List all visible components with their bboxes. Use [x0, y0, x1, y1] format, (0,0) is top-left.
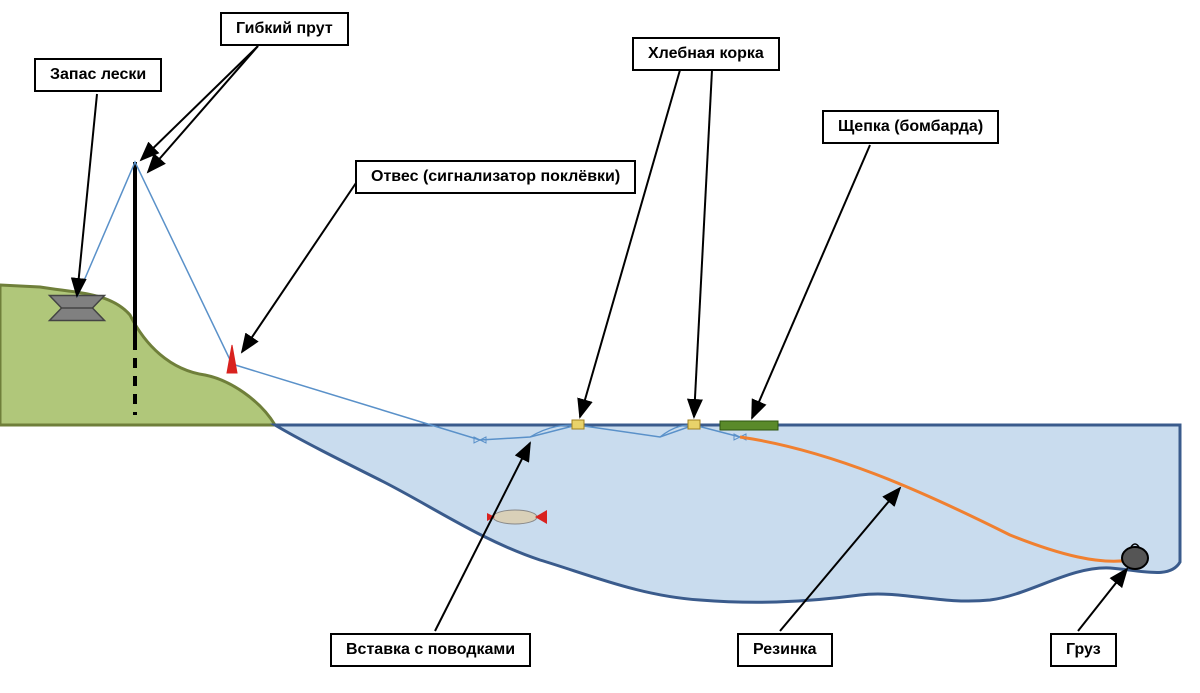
a_ind: [242, 180, 358, 352]
label-rubber: Резинка: [737, 633, 833, 667]
a_spool: [77, 94, 97, 296]
diagram-scene: [0, 0, 1200, 693]
bread-crust-2: [688, 420, 700, 429]
bread-crust-1: [572, 420, 584, 429]
a_bread1: [580, 70, 680, 417]
label-bread: Хлебная корка: [632, 37, 780, 71]
a_rod2: [148, 46, 258, 172]
label-weight: Груз: [1050, 633, 1117, 667]
label-line-spool: Запас лески: [34, 58, 162, 92]
wood-chip: [720, 421, 778, 430]
bite-indicator: [227, 345, 237, 373]
a_bread2: [694, 70, 712, 417]
sinker-weight: [1122, 547, 1148, 569]
label-insert: Вставка с поводками: [330, 633, 531, 667]
water: [275, 425, 1180, 602]
a_weight: [1078, 569, 1127, 631]
label-rod: Гибкий прут: [220, 12, 349, 46]
label-indicator: Отвес (сигнализатор поклёвки): [355, 160, 636, 194]
label-chip: Щепка (бомбарда): [822, 110, 999, 144]
fish-icon: [493, 510, 537, 524]
a_chip: [752, 145, 870, 418]
